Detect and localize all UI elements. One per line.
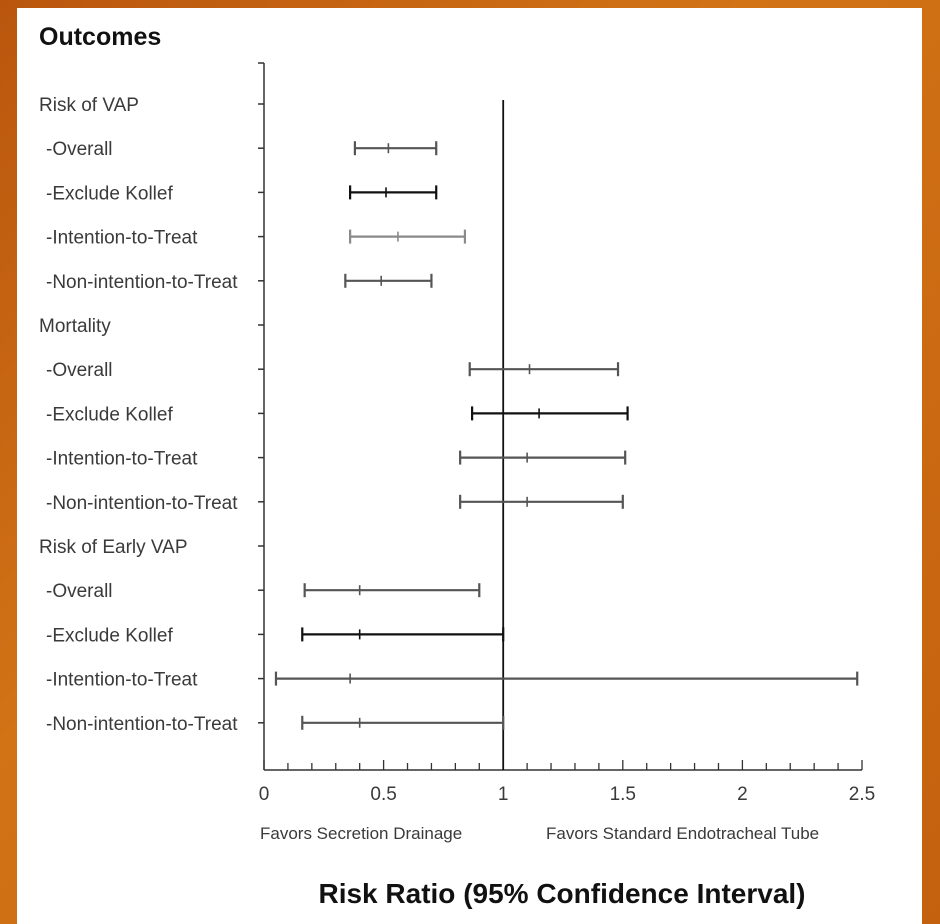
row-label: -Intention-to-Treat [46,670,198,691]
row-label: -Non-intention-to-Treat [46,714,238,735]
x-tick-label: 2.5 [849,784,875,805]
forest-plot: Outcomes 0 0.5 1 1.5 2 2.5 Risk of VAP -Overal… [39,23,875,909]
x-tick-label: 0.5 [370,784,396,805]
x-tick-label: 2 [737,784,748,805]
chart-panel: Outcomes 0 0.5 1 1.5 2 2.5 Risk of VAP -Overal… [17,8,922,924]
row-label: -Overall [46,360,113,381]
chart-title: Outcomes [39,23,161,51]
x-tick-label: 1.5 [610,784,636,805]
group-header-label: Mortality [39,316,111,337]
row-label: -Non-intention-to-Treat [46,272,238,293]
x-tick-label: 0 [259,784,270,805]
x-tick-label: 1 [498,784,509,805]
rows: Risk of VAP -Overall -Exclude Kollef -Inten… [39,95,859,735]
row-label: -Exclude Kollef [46,625,173,646]
row-label: -Non-intention-to-Treat [46,493,238,514]
favors-left-label: Favors Secretion Drainage [260,824,462,843]
row-label: -Overall [46,581,113,602]
row-label: -Intention-to-Treat [46,449,198,470]
group-header-label: Risk of VAP [39,95,139,116]
x-axis-label: Risk Ratio (95% Confidence Interval) [318,878,805,909]
axes: 0 0.5 1 1.5 2 2.5 [258,62,875,805]
row-label: -Exclude Kollef [46,404,173,425]
row-label: -Intention-to-Treat [46,228,198,249]
group-header-label: Risk of Early VAP [39,537,188,558]
favors-right-label: Favors Standard Endotracheal Tube [546,824,819,843]
row-label: -Overall [46,139,113,160]
row-label: -Exclude Kollef [46,183,173,204]
